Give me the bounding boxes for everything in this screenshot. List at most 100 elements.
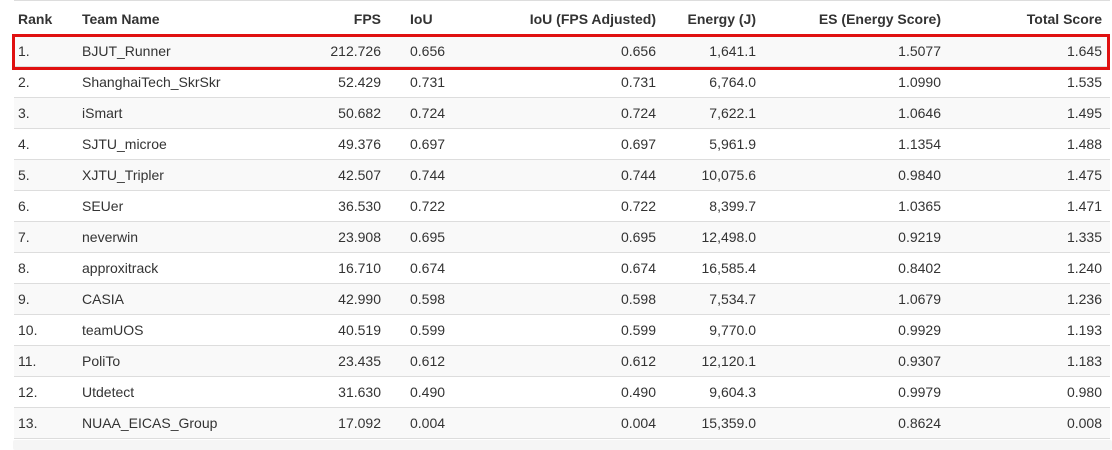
cell-team: CASIA — [74, 283, 304, 315]
cell-fps: 36.530 — [304, 190, 389, 222]
horizontal-scrollbar[interactable] — [13, 440, 1112, 450]
cell-iou_adj: 0.656 — [504, 35, 664, 67]
cell-total: 1.236 — [949, 283, 1110, 315]
table-row: 1. BJUT_Runner 212.726 0.656 0.656 1,641.1 1.5… — [14, 35, 1110, 67]
cell-es: 0.8624 — [764, 407, 949, 439]
cell-total: 1.240 — [949, 252, 1110, 284]
table-row: 6. SEUer 36.530 0.722 0.722 8,399.7 1.0365 1.47… — [14, 190, 1110, 222]
cell-es: 1.0679 — [764, 283, 949, 315]
table-row: 12. Utdetect 31.630 0.490 0.490 9,604.3 0.9979… — [14, 376, 1110, 408]
cell-iou_adj: 0.731 — [504, 66, 664, 98]
cell-rank: 3. — [14, 97, 74, 129]
cell-iou: 0.490 — [389, 376, 504, 408]
cell-iou: 0.744 — [389, 159, 504, 191]
column-header-es: ES (Energy Score) — [764, 0, 949, 36]
table-row: 2. ShanghaiTech_SkrSkr 52.429 0.731 0.731 6,7… — [14, 66, 1110, 98]
column-header-iou: IoU — [389, 0, 504, 36]
header-row: Rank Team Name FPS IoU IoU (FPS Adjusted) Ene… — [14, 0, 1110, 36]
cell-total: 1.495 — [949, 97, 1110, 129]
cell-energy: 5,961.9 — [664, 128, 764, 160]
column-header-team: Team Name — [74, 0, 304, 36]
cell-team: XJTU_Tripler — [74, 159, 304, 191]
cell-total: 1.475 — [949, 159, 1110, 191]
cell-team: iSmart — [74, 97, 304, 129]
cell-iou: 0.695 — [389, 221, 504, 253]
table-row: 4. SJTU_microe 49.376 0.697 0.697 5,961.9 1.13… — [14, 128, 1110, 160]
cell-iou: 0.004 — [389, 407, 504, 439]
cell-team: SEUer — [74, 190, 304, 222]
cell-fps: 212.726 — [304, 35, 389, 67]
cell-team: neverwin — [74, 221, 304, 253]
cell-iou: 0.674 — [389, 252, 504, 284]
cell-iou_adj: 0.004 — [504, 407, 664, 439]
cell-total: 1.488 — [949, 128, 1110, 160]
cell-total: 1.471 — [949, 190, 1110, 222]
cell-es: 0.9929 — [764, 314, 949, 346]
table-row: 5. XJTU_Tripler 42.507 0.744 0.744 10,075.6 0.… — [14, 159, 1110, 191]
cell-es: 0.9979 — [764, 376, 949, 408]
cell-energy: 10,075.6 — [664, 159, 764, 191]
cell-fps: 16.710 — [304, 252, 389, 284]
cell-total: 1.193 — [949, 314, 1110, 346]
cell-iou: 0.656 — [389, 35, 504, 67]
cell-rank: 7. — [14, 221, 74, 253]
cell-total: 1.645 — [949, 35, 1110, 67]
cell-iou_adj: 0.674 — [504, 252, 664, 284]
cell-team: BJUT_Runner — [74, 35, 304, 67]
cell-iou_adj: 0.722 — [504, 190, 664, 222]
cell-iou: 0.722 — [389, 190, 504, 222]
column-header-total: Total Score — [949, 0, 1110, 36]
cell-iou_adj: 0.724 — [504, 97, 664, 129]
table-row: 10. teamUOS 40.519 0.599 0.599 9,770.0 0.9929 1… — [14, 314, 1110, 346]
cell-es: 0.9307 — [764, 345, 949, 377]
cell-fps: 23.435 — [304, 345, 389, 377]
leaderboard: Rank Team Name FPS IoU IoU (FPS Adjusted) Ene… — [12, 0, 1110, 439]
cell-es: 1.0646 — [764, 97, 949, 129]
cell-fps: 40.519 — [304, 314, 389, 346]
cell-iou: 0.599 — [389, 314, 504, 346]
cell-iou: 0.731 — [389, 66, 504, 98]
cell-iou_adj: 0.695 — [504, 221, 664, 253]
cell-energy: 9,770.0 — [664, 314, 764, 346]
cell-energy: 9,604.3 — [664, 376, 764, 408]
cell-total: 0.008 — [949, 407, 1110, 439]
cell-es: 1.1354 — [764, 128, 949, 160]
table-row: 11. PoliTo 23.435 0.612 0.612 12,120.1 0.9307 1… — [14, 345, 1110, 377]
cell-total: 1.335 — [949, 221, 1110, 253]
cell-fps: 23.908 — [304, 221, 389, 253]
cell-es: 1.0365 — [764, 190, 949, 222]
cell-fps: 50.682 — [304, 97, 389, 129]
cell-energy: 16,585.4 — [664, 252, 764, 284]
cell-energy: 6,764.0 — [664, 66, 764, 98]
cell-fps: 31.630 — [304, 376, 389, 408]
cell-team: approxitrack — [74, 252, 304, 284]
cell-energy: 12,120.1 — [664, 345, 764, 377]
cell-fps: 42.507 — [304, 159, 389, 191]
cell-iou: 0.724 — [389, 97, 504, 129]
cell-rank: 4. — [14, 128, 74, 160]
cell-rank: 11. — [14, 345, 74, 377]
cell-rank: 2. — [14, 66, 74, 98]
cell-iou_adj: 0.744 — [504, 159, 664, 191]
cell-energy: 1,641.1 — [664, 35, 764, 67]
cell-energy: 8,399.7 — [664, 190, 764, 222]
cell-fps: 52.429 — [304, 66, 389, 98]
cell-rank: 12. — [14, 376, 74, 408]
cell-rank: 1. — [14, 35, 74, 67]
table-row: 9. CASIA 42.990 0.598 0.598 7,534.7 1.0679 1.23… — [14, 283, 1110, 315]
table-row: 8. approxitrack 16.710 0.674 0.674 16,585.4 0.… — [14, 252, 1110, 284]
cell-rank: 10. — [14, 314, 74, 346]
cell-energy: 7,622.1 — [664, 97, 764, 129]
cell-es: 1.0990 — [764, 66, 949, 98]
column-header-fps: FPS — [304, 0, 389, 36]
cell-energy: 7,534.7 — [664, 283, 764, 315]
cell-fps: 17.092 — [304, 407, 389, 439]
cell-iou_adj: 0.612 — [504, 345, 664, 377]
cell-iou_adj: 0.697 — [504, 128, 664, 160]
cell-energy: 12,498.0 — [664, 221, 764, 253]
cell-total: 0.980 — [949, 376, 1110, 408]
column-header-rank: Rank — [14, 0, 74, 36]
cell-rank: 6. — [14, 190, 74, 222]
cell-team: PoliTo — [74, 345, 304, 377]
cell-total: 1.535 — [949, 66, 1110, 98]
